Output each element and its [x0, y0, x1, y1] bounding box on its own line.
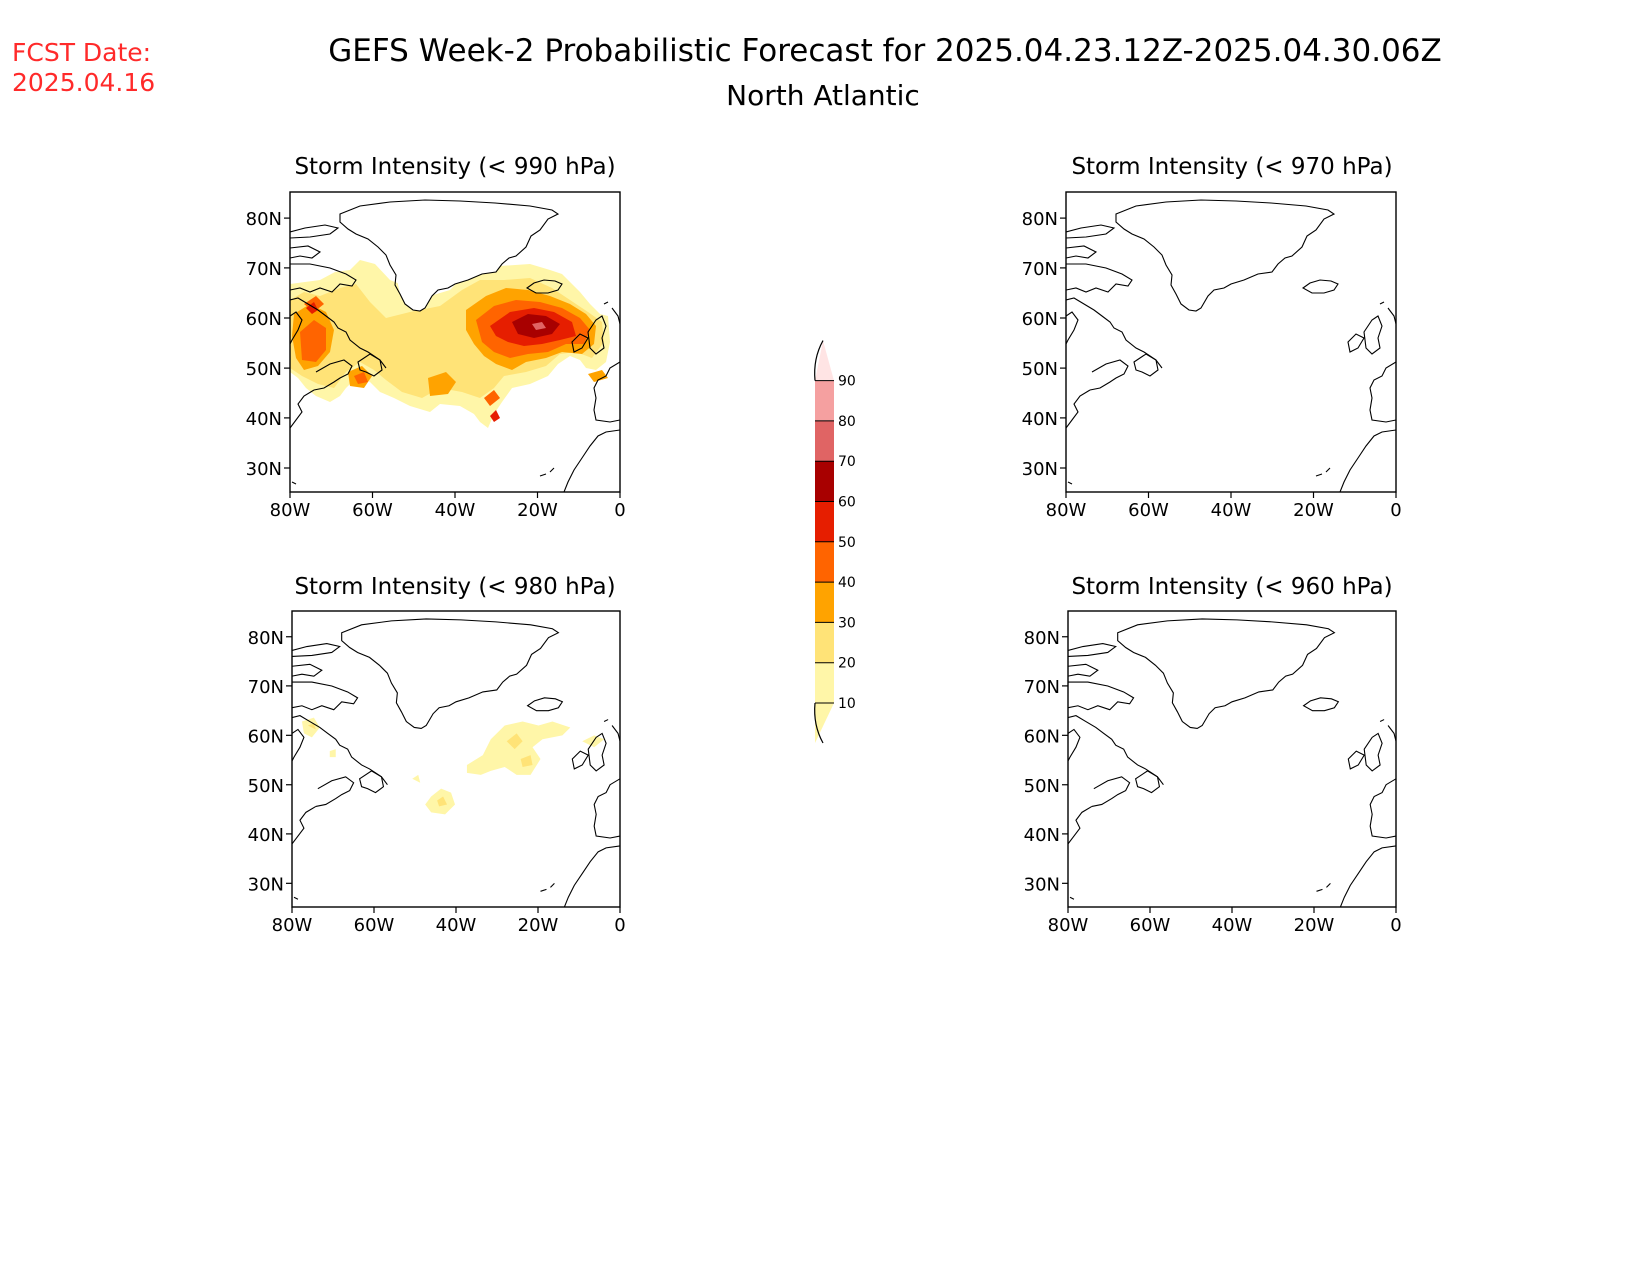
lon-tick-label: 60W	[352, 500, 393, 521]
lat-tick-label: 70N	[1022, 259, 1058, 280]
panel-title: Storm Intensity (< 990 hPa)	[294, 154, 615, 180]
colorbar-label: 80	[838, 414, 856, 430]
panel-title: Storm Intensity (< 980 hPa)	[294, 574, 615, 600]
lon-tick-label: 20W	[1294, 915, 1335, 936]
probability-shading	[290, 260, 610, 428]
colorbar-segment	[815, 420, 834, 462]
colorbar-end-low	[815, 703, 834, 743]
lon-tick-label: 40W	[1212, 915, 1253, 936]
colorbar-end-low-outline	[814, 702, 824, 744]
panel-960-hpa: Storm Intensity (< 960 hPa)	[1067, 574, 1397, 908]
colorbar-segment	[815, 541, 834, 583]
lon-tick-label: 80W	[1046, 500, 1087, 521]
colorbar-label: 10	[838, 696, 856, 712]
lon-tick-label: 20W	[517, 500, 558, 521]
lat-tick-label: 80N	[1024, 628, 1060, 649]
map-area	[292, 618, 620, 907]
lat-tick-label: 30N	[1024, 874, 1060, 895]
probability-shading	[301, 717, 605, 815]
lat-tick-label: 40N	[1022, 409, 1058, 430]
lon-tick-label: 40W	[435, 500, 476, 521]
lon-tick-label: 20W	[518, 915, 559, 936]
colorbar-segment	[815, 662, 834, 703]
panel-980-hpa: Storm Intensity (< 980 hPa)	[291, 574, 621, 908]
lon-tick-label: 0	[614, 500, 625, 521]
colorbar-label: 30	[838, 615, 856, 631]
panel-title: Storm Intensity (< 970 hPa)	[1071, 154, 1392, 180]
colorbar-label: 20	[838, 656, 856, 672]
figure-subtitle: North Atlantic	[726, 79, 920, 112]
lon-tick-label: 0	[1390, 915, 1401, 936]
colorbar-segment	[815, 501, 834, 542]
lon-tick-label: 0	[614, 915, 625, 936]
lat-tick-label: 60N	[246, 309, 282, 330]
map-area	[290, 199, 620, 492]
lon-tick-label: 60W	[1130, 915, 1171, 936]
lat-tick-label: 40N	[246, 409, 282, 430]
colorbar-segment	[815, 582, 834, 623]
lat-tick-label: 50N	[1022, 359, 1058, 380]
lon-tick-label: 40W	[436, 915, 477, 936]
lon-tick-label: 60W	[1128, 500, 1169, 521]
map-frame	[1065, 191, 1397, 493]
lon-tick-label: 80W	[1048, 915, 1089, 936]
lat-tick-label: 50N	[248, 776, 284, 797]
lat-tick-label: 50N	[246, 359, 282, 380]
lon-tick-label: 40W	[1211, 500, 1252, 521]
forecast-date-value: 2025.04.16	[12, 68, 155, 97]
colorbar-legend: 10 20 30 40 50 60 70 80 90	[814, 340, 856, 744]
lat-tick-label: 70N	[1024, 677, 1060, 698]
lon-tick-label: 20W	[1293, 500, 1334, 521]
lat-tick-label: 80N	[248, 628, 284, 649]
lat-tick-label: 70N	[246, 259, 282, 280]
lat-tick-label: 30N	[246, 459, 282, 480]
colorbar-segment	[815, 622, 834, 663]
colorbar-label: 50	[838, 535, 856, 551]
colorbar-segment	[815, 380, 834, 421]
axes: 80N 70N 60N 50N 40N 30N 80W 60W 40W 20W 0 80N 70N 60N…	[246, 209, 1402, 936]
colorbar-end-high-outline	[814, 340, 824, 381]
colorbar-end-high	[815, 340, 834, 381]
colorbar-segment	[815, 461, 834, 502]
lat-tick-label: 30N	[1022, 459, 1058, 480]
lat-tick-label: 60N	[1022, 309, 1058, 330]
lon-tick-label: 0	[1390, 500, 1401, 521]
map-area	[1066, 199, 1396, 492]
lon-tick-label: 80W	[272, 915, 313, 936]
panel-990-hpa: Storm Intensity (< 990 hPa)	[289, 154, 621, 493]
lat-tick-label: 70N	[248, 677, 284, 698]
lon-tick-label: 60W	[354, 915, 395, 936]
lat-tick-label: 80N	[246, 209, 282, 230]
map-area	[1068, 618, 1396, 907]
lon-tick-label: 80W	[270, 500, 311, 521]
colorbar-label: 90	[838, 374, 856, 390]
colorbar-label: 40	[838, 575, 856, 591]
panel-970-hpa: Storm Intensity (< 970 hPa)	[1065, 154, 1397, 493]
colorbar-label: 70	[838, 454, 856, 470]
lat-tick-label: 40N	[1024, 825, 1060, 846]
lat-tick-label: 60N	[1024, 726, 1060, 747]
lat-tick-label: 80N	[1022, 209, 1058, 230]
lat-tick-label: 50N	[1024, 776, 1060, 797]
forecast-date-label: FCST Date:	[12, 38, 151, 67]
map-frame	[1067, 610, 1397, 908]
lat-tick-label: 30N	[248, 874, 284, 895]
map-frame	[291, 610, 621, 908]
figure-title: GEFS Week-2 Probabilistic Forecast for 2…	[328, 33, 1442, 69]
colorbar-label: 60	[838, 495, 856, 511]
lat-tick-label: 60N	[248, 726, 284, 747]
lat-tick-label: 40N	[248, 825, 284, 846]
panel-title: Storm Intensity (< 960 hPa)	[1071, 574, 1392, 600]
